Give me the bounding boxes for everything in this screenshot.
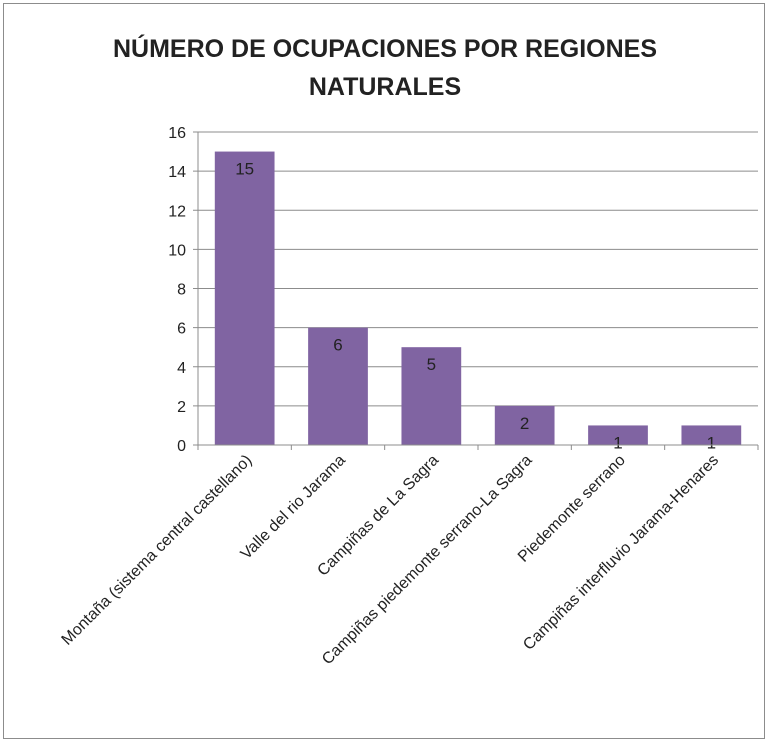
chart-frame xyxy=(3,3,765,739)
bars xyxy=(214,151,742,445)
chart-title-line-1: NÚMERO DE OCUPACIONES POR REGIONES xyxy=(112,35,658,63)
y-tick-label: 12 xyxy=(168,203,186,220)
bar xyxy=(494,405,555,445)
bar xyxy=(214,151,275,445)
data-label: 15 xyxy=(235,160,254,179)
y-tick-label: 4 xyxy=(177,360,186,377)
y-tick-label: 10 xyxy=(168,242,186,259)
y-tick-label: 2 xyxy=(177,399,186,416)
data-label: 2 xyxy=(520,414,529,433)
x-tick-label: Campiñas interfluvio Jarama-Henares xyxy=(520,452,722,654)
y-tick-label: 16 xyxy=(168,125,186,142)
x-tick-label: Piedemonte serrano xyxy=(515,452,629,566)
chart-title: NÚMERO DE OCUPACIONES POR REGIONES NATUR… xyxy=(0,30,770,106)
gridlines xyxy=(198,131,758,407)
chart-title-line-2: NATURALES xyxy=(308,73,462,101)
bar xyxy=(401,347,462,445)
data-label: 5 xyxy=(427,355,436,374)
x-tick-label: Montaña (sistema central castellano) xyxy=(59,452,256,649)
bar xyxy=(681,425,742,445)
bar xyxy=(588,425,648,445)
y-tick-label: 0 xyxy=(177,438,186,455)
data-label: 6 xyxy=(333,336,342,355)
x-tick-label: Valle del rio Jarama xyxy=(238,452,349,563)
x-axis: Montaña (sistema central castellano)Vall… xyxy=(59,444,759,668)
y-axis: 0 2 4 6 8 10 12 14 16 xyxy=(168,125,199,455)
data-label: 1 xyxy=(613,433,622,452)
x-tick-label: Campiñas piedemonte serrano-La Sagra xyxy=(319,452,535,668)
data-label: 1 xyxy=(707,433,716,452)
y-tick-label: 6 xyxy=(177,321,186,338)
bar xyxy=(308,327,368,445)
data-labels: 15 6 5 2 1 1 xyxy=(235,160,716,453)
y-tick-label: 8 xyxy=(177,282,186,299)
y-tick-label: 14 xyxy=(168,164,186,181)
